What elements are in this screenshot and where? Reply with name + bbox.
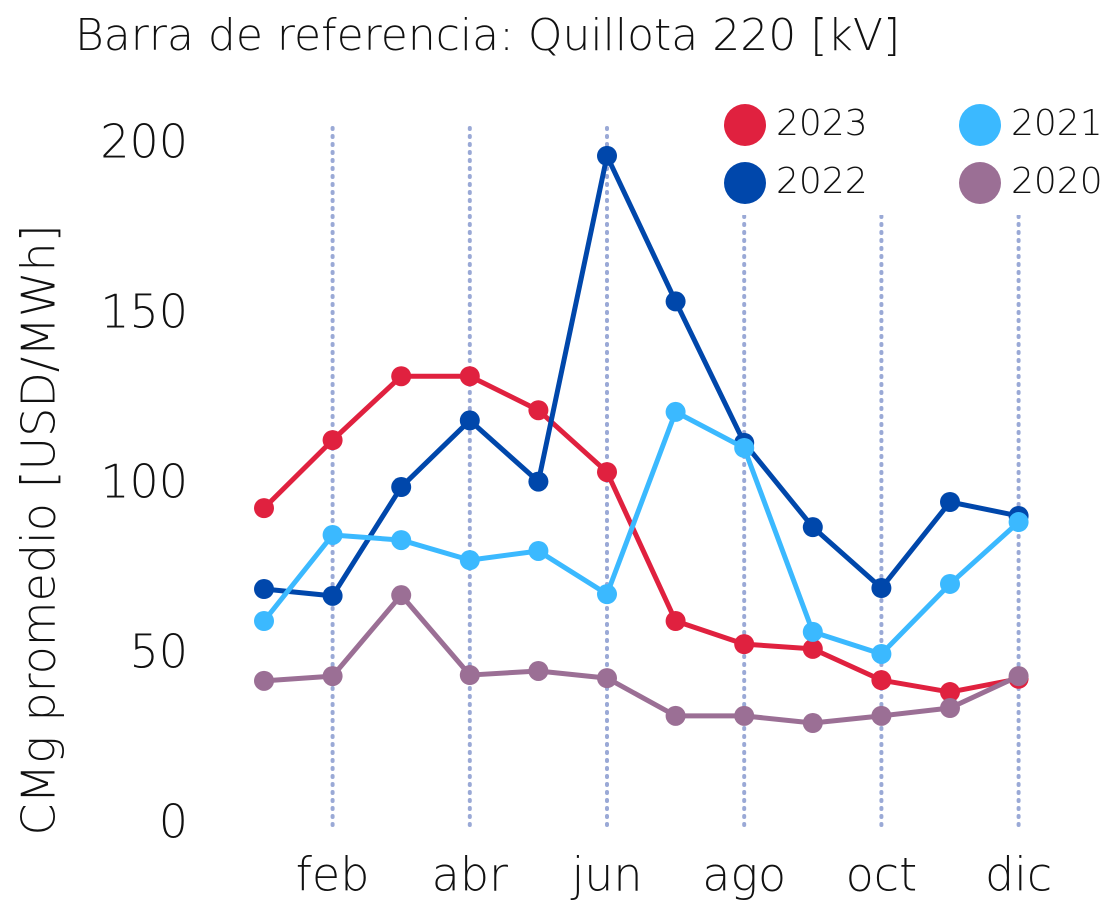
- x-tick-label: jun: [570, 848, 642, 902]
- legend-background: [715, 95, 1106, 215]
- data-point: [665, 611, 686, 631]
- data-point: [940, 492, 960, 512]
- data-point: [734, 705, 755, 726]
- y-tick-label: 200: [100, 115, 188, 169]
- data-point: [871, 670, 892, 691]
- data-point: [391, 530, 412, 551]
- x-tick-label: ago: [702, 848, 786, 902]
- data-point: [597, 584, 617, 605]
- y-tick-label: 0: [159, 795, 188, 849]
- data-point: [528, 660, 549, 681]
- chart-title: Barra de referencia: Quillota 220 [kV]: [75, 10, 900, 61]
- data-point: [528, 471, 549, 492]
- series-line: [263, 592, 1020, 726]
- data-point: [1008, 512, 1029, 533]
- data-point: [665, 705, 686, 726]
- x-tick-label: abr: [432, 848, 508, 902]
- data-point: [391, 477, 412, 498]
- data-point: [871, 643, 892, 664]
- data-point: [665, 401, 686, 422]
- y-axis-title: CMg promedio [USD/MWh]: [12, 224, 66, 835]
- data-point: [597, 668, 617, 689]
- x-tick-label: oct: [846, 848, 917, 902]
- data-point: [597, 145, 617, 166]
- series-line: [262, 373, 1020, 695]
- data-point: [940, 682, 960, 703]
- data-point: [254, 579, 274, 600]
- data-point: [665, 291, 686, 312]
- data-point: [871, 578, 892, 599]
- data-point: [322, 430, 343, 451]
- data-point: [528, 400, 549, 421]
- data-point: [802, 638, 823, 659]
- legend-label: 2020: [1011, 161, 1103, 202]
- data-point: [322, 585, 343, 606]
- y-tick-label: 50: [129, 625, 188, 679]
- data-point: [734, 437, 755, 458]
- data-point: [802, 713, 823, 733]
- data-point: [254, 670, 274, 691]
- legend-marker: [724, 104, 766, 146]
- x-tick-label: feb: [296, 848, 370, 902]
- y-tick-label: 100: [100, 455, 188, 509]
- series-line: [262, 409, 1021, 657]
- data-point: [734, 634, 755, 655]
- data-point: [459, 410, 480, 431]
- data-point: [322, 524, 343, 545]
- legend-label: 2021: [1011, 103, 1103, 144]
- data-point: [940, 698, 960, 719]
- legend-label: 2023: [776, 103, 868, 144]
- series-line: [263, 153, 1020, 599]
- data-point: [871, 705, 892, 726]
- data-point: [254, 611, 274, 631]
- legend-marker: [959, 162, 1001, 204]
- data-point: [391, 585, 412, 606]
- data-point: [802, 621, 823, 642]
- legend-marker: [959, 104, 1001, 146]
- x-tick-label: dic: [985, 848, 1052, 902]
- y-tick-label: 150: [100, 285, 188, 339]
- data-point: [802, 517, 823, 538]
- legend-marker: [724, 162, 766, 204]
- data-point: [597, 462, 617, 483]
- data-point: [322, 666, 343, 687]
- data-point: [391, 366, 412, 387]
- data-point: [459, 665, 480, 686]
- data-point: [940, 573, 960, 594]
- data-point: [459, 550, 480, 571]
- legend-label: 2022: [776, 161, 868, 202]
- data-point: [459, 366, 480, 387]
- data-point: [1008, 666, 1029, 687]
- data-point: [254, 498, 274, 519]
- data-point: [528, 540, 549, 561]
